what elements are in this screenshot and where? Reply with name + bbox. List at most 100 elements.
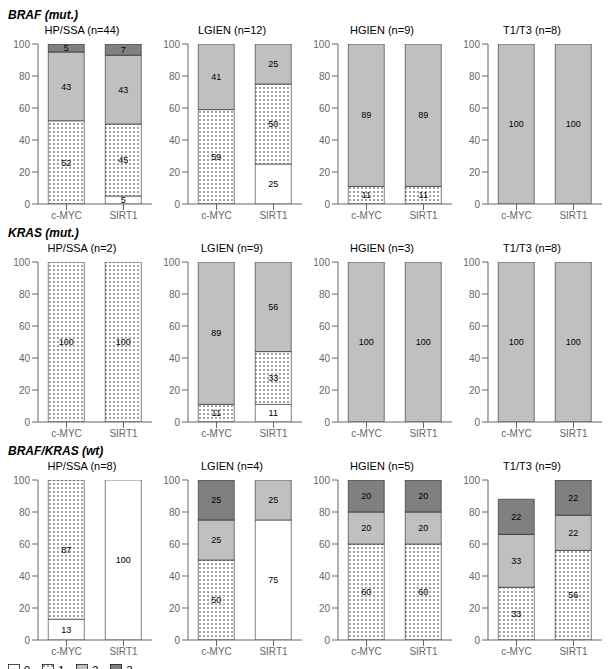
svg-text:100: 100 [463, 39, 480, 50]
svg-text:c-MYC: c-MYC [501, 210, 532, 221]
svg-text:80: 80 [19, 71, 31, 82]
svg-text:80: 80 [169, 507, 181, 518]
svg-text:0: 0 [474, 417, 480, 428]
svg-text:c-MYC: c-MYC [51, 646, 82, 657]
svg-text:60: 60 [19, 321, 31, 332]
svg-text:0: 0 [174, 635, 180, 646]
svg-text:60: 60 [361, 587, 371, 597]
svg-text:40: 40 [169, 571, 181, 582]
svg-text:100: 100 [163, 39, 180, 50]
svg-text:80: 80 [469, 289, 481, 300]
svg-text:43: 43 [61, 82, 71, 92]
svg-text:SIRT1: SIRT1 [409, 428, 438, 439]
svg-text:22: 22 [568, 528, 578, 538]
svg-text:40: 40 [319, 135, 331, 146]
svg-text:100: 100 [163, 475, 180, 486]
svg-text:20: 20 [19, 603, 31, 614]
svg-text:60: 60 [319, 103, 331, 114]
svg-text:60: 60 [169, 103, 181, 114]
svg-text:80: 80 [469, 507, 481, 518]
svg-text:5: 5 [64, 43, 69, 53]
svg-text:20: 20 [469, 167, 481, 178]
svg-text:87: 87 [61, 545, 71, 555]
svg-text:100: 100 [463, 257, 480, 268]
svg-text:5: 5 [121, 195, 126, 205]
svg-text:25: 25 [268, 59, 278, 69]
svg-text:7: 7 [121, 45, 126, 55]
svg-text:80: 80 [169, 71, 181, 82]
svg-text:0: 0 [324, 635, 330, 646]
svg-text:60: 60 [319, 321, 331, 332]
svg-text:11: 11 [269, 408, 278, 418]
svg-text:100: 100 [313, 39, 330, 50]
svg-text:50: 50 [211, 595, 221, 605]
svg-text:22: 22 [568, 493, 578, 503]
svg-text:0: 0 [24, 417, 30, 428]
svg-text:60: 60 [469, 321, 481, 332]
svg-text:100: 100 [509, 119, 524, 129]
svg-text:c-MYC: c-MYC [501, 646, 532, 657]
svg-text:100: 100 [566, 337, 581, 347]
svg-text:0: 0 [24, 199, 30, 210]
svg-text:50: 50 [268, 119, 278, 129]
svg-text:80: 80 [319, 71, 331, 82]
svg-text:20: 20 [319, 603, 331, 614]
svg-text:20: 20 [169, 167, 181, 178]
svg-text:11: 11 [362, 190, 371, 200]
svg-text:100: 100 [416, 337, 431, 347]
svg-text:60: 60 [469, 539, 481, 550]
svg-text:33: 33 [268, 373, 278, 383]
svg-text:33: 33 [511, 556, 521, 566]
svg-text:80: 80 [319, 289, 331, 300]
svg-text:59: 59 [211, 152, 221, 162]
svg-text:20: 20 [169, 385, 181, 396]
svg-text:20: 20 [319, 167, 331, 178]
svg-text:20: 20 [418, 523, 428, 533]
svg-text:56: 56 [268, 302, 278, 312]
svg-text:80: 80 [19, 289, 31, 300]
svg-text:SIRT1: SIRT1 [109, 428, 138, 439]
svg-text:100: 100 [13, 257, 30, 268]
svg-text:SIRT1: SIRT1 [559, 210, 588, 221]
svg-text:20: 20 [319, 385, 331, 396]
svg-text:20: 20 [169, 603, 181, 614]
svg-text:45: 45 [118, 155, 128, 165]
svg-text:20: 20 [469, 603, 481, 614]
svg-text:60: 60 [319, 539, 331, 550]
svg-text:80: 80 [19, 507, 31, 518]
svg-text:100: 100 [13, 475, 30, 486]
svg-text:89: 89 [361, 110, 371, 120]
svg-text:SIRT1: SIRT1 [559, 428, 588, 439]
svg-text:60: 60 [418, 587, 428, 597]
svg-text:40: 40 [19, 571, 31, 582]
svg-text:c-MYC: c-MYC [201, 210, 232, 221]
svg-text:40: 40 [469, 353, 481, 364]
svg-text:c-MYC: c-MYC [351, 210, 382, 221]
svg-text:40: 40 [19, 353, 31, 364]
svg-text:100: 100 [359, 337, 374, 347]
svg-text:c-MYC: c-MYC [351, 646, 382, 657]
svg-text:41: 41 [211, 72, 221, 82]
svg-text:SIRT1: SIRT1 [109, 210, 138, 221]
svg-text:100: 100 [509, 337, 524, 347]
svg-text:11: 11 [212, 408, 221, 418]
svg-text:0: 0 [474, 199, 480, 210]
svg-text:89: 89 [211, 328, 221, 338]
svg-text:100: 100 [59, 337, 74, 347]
svg-text:60: 60 [469, 103, 481, 114]
svg-text:25: 25 [211, 495, 221, 505]
svg-text:25: 25 [268, 495, 278, 505]
svg-text:c-MYC: c-MYC [201, 646, 232, 657]
svg-text:60: 60 [169, 321, 181, 332]
svg-text:100: 100 [13, 39, 30, 50]
svg-text:52: 52 [61, 158, 71, 168]
svg-text:40: 40 [169, 353, 181, 364]
svg-text:SIRT1: SIRT1 [409, 210, 438, 221]
svg-text:SIRT1: SIRT1 [259, 210, 288, 221]
svg-text:c-MYC: c-MYC [51, 210, 82, 221]
svg-text:20: 20 [19, 385, 31, 396]
svg-text:SIRT1: SIRT1 [409, 646, 438, 657]
svg-text:75: 75 [268, 575, 278, 585]
svg-text:100: 100 [463, 475, 480, 486]
svg-text:20: 20 [418, 491, 428, 501]
